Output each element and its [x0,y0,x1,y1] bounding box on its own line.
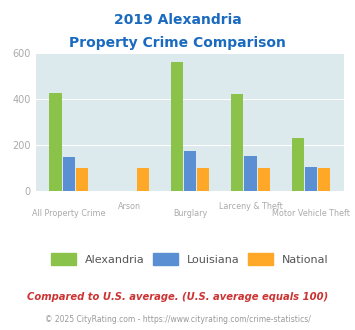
Text: Burglary: Burglary [173,209,207,218]
Bar [184,151,196,191]
Text: Arson: Arson [118,202,141,211]
Bar [292,138,304,191]
Bar [245,156,257,191]
Bar [63,157,75,191]
Bar [170,62,183,191]
Bar [76,168,88,191]
Bar [137,168,149,191]
Bar [305,167,317,191]
Bar [231,94,243,191]
Bar [49,93,61,191]
Text: Larceny & Theft: Larceny & Theft [219,202,282,211]
Legend: Alexandria, Louisiana, National: Alexandria, Louisiana, National [47,249,333,269]
Text: © 2025 CityRating.com - https://www.cityrating.com/crime-statistics/: © 2025 CityRating.com - https://www.city… [45,315,310,324]
Bar [197,168,209,191]
Text: All Property Crime: All Property Crime [32,209,105,218]
Text: 2019 Alexandria: 2019 Alexandria [114,13,241,27]
Text: Compared to U.S. average. (U.S. average equals 100): Compared to U.S. average. (U.S. average … [27,292,328,302]
Text: Property Crime Comparison: Property Crime Comparison [69,36,286,50]
Bar [318,168,331,191]
Text: Motor Vehicle Theft: Motor Vehicle Theft [272,209,350,218]
Bar [258,168,270,191]
